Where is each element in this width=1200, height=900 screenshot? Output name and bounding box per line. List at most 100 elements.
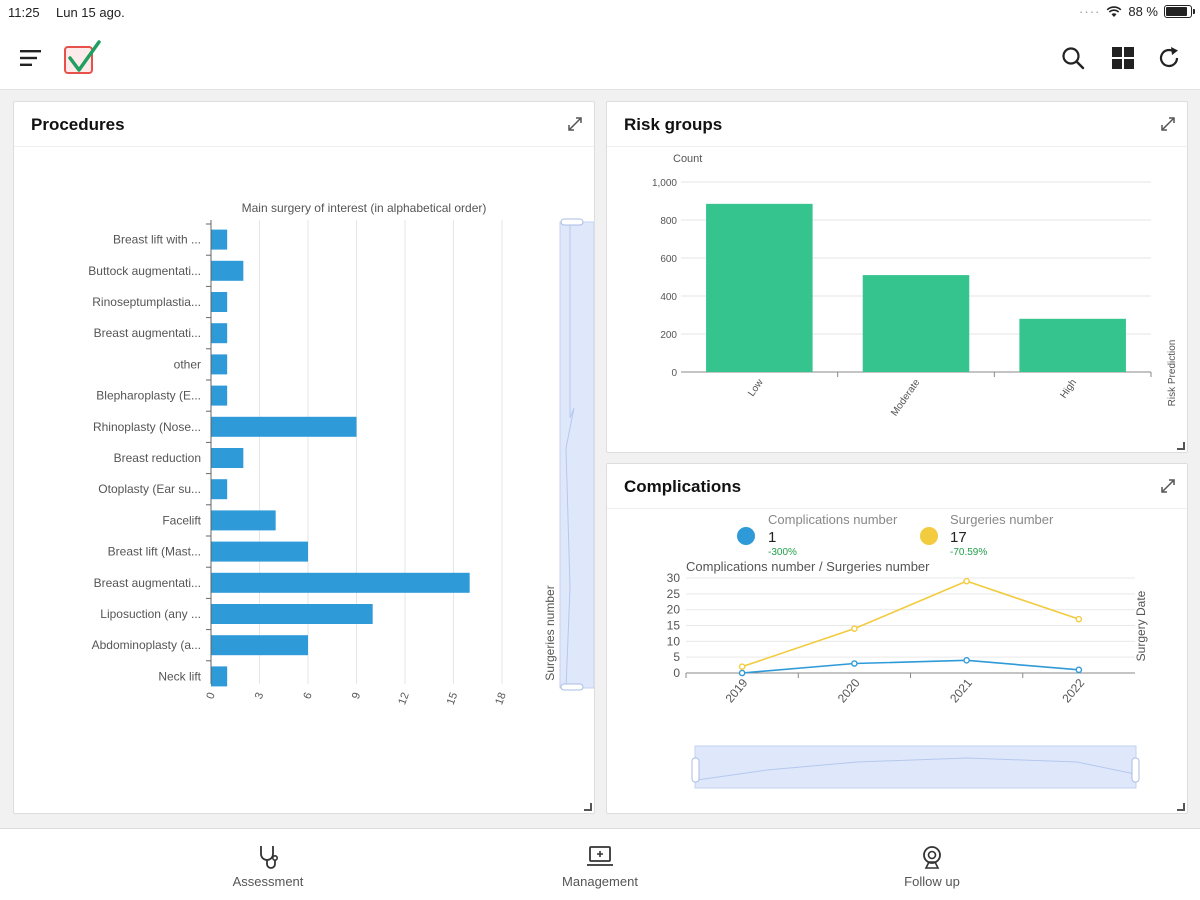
procedure-bar[interactable] <box>211 416 357 437</box>
procedure-bar[interactable] <box>211 510 276 531</box>
tab-assessment-label: Assessment <box>232 874 304 889</box>
procedure-bar[interactable] <box>211 229 228 250</box>
grid-icon[interactable] <box>1109 44 1137 72</box>
y-tick-label: 5 <box>673 650 680 664</box>
data-point[interactable] <box>1075 666 1083 674</box>
tab-management[interactable]: Management <box>520 829 680 900</box>
webcam-icon <box>923 846 941 869</box>
data-point[interactable] <box>738 669 746 677</box>
bottom-tab-bar: Assessment Management Follow up <box>0 828 1200 900</box>
procedure-bar[interactable] <box>211 604 373 624</box>
kpi-surgeries-change: -70.59% <box>950 547 987 558</box>
app-logo-check-icon <box>64 40 101 74</box>
search-icon[interactable] <box>1059 44 1087 72</box>
tab-follow-up-label: Follow up <box>904 874 960 889</box>
risk-groups-card: Risk groups Count 1,000 800 600 400 200 0 Low… <box>606 101 1188 453</box>
status-bar: 11:25 Lun 15 ago. ···· 88 % <box>0 0 1200 26</box>
risk-bar[interactable] <box>862 275 970 372</box>
category-label: Moderate <box>889 377 922 418</box>
x-tick-label: 3 <box>253 691 266 701</box>
procedure-bar[interactable] <box>211 479 228 500</box>
data-point[interactable] <box>851 660 858 667</box>
risk-groups-chart: Count 1,000 800 600 400 200 0 Low Moderate High… <box>652 153 1178 418</box>
category-label: Breast lift with ... <box>113 233 201 247</box>
y-tick-label: 25 <box>667 587 681 601</box>
stethoscope-icon <box>260 846 278 869</box>
procedure-bar[interactable] <box>211 572 470 593</box>
data-point[interactable] <box>738 663 746 670</box>
category-label: Facelift <box>162 513 201 527</box>
x-tick-label: 2020 <box>835 676 863 706</box>
resize-handle[interactable] <box>584 803 592 811</box>
tab-follow-up[interactable]: Follow up <box>852 829 1012 900</box>
complications-chart-title: Complications number / Surgeries number <box>686 559 930 574</box>
resize-handle[interactable] <box>1177 803 1185 811</box>
category-label: Abdominoplasty (a... <box>92 638 201 652</box>
procedures-title: Procedures <box>31 115 125 134</box>
data-point[interactable] <box>963 577 970 585</box>
y-tick-label: 20 <box>667 603 681 617</box>
category-label: other <box>174 357 201 371</box>
category-label: Blepharoplasty (E... <box>96 389 201 403</box>
category-label: Rinoseptumplastia... <box>92 295 201 309</box>
category-label: Otoplasty (Ear su... <box>98 482 201 496</box>
expand-icon[interactable] <box>1159 477 1177 495</box>
category-label: Rhinoplasty (Nose... <box>93 420 201 434</box>
procedure-bar[interactable] <box>211 292 228 312</box>
status-time: 11:25 <box>8 5 40 20</box>
zoom-slider[interactable] <box>559 218 594 691</box>
category-label: Breast augmentati... <box>94 576 201 590</box>
resize-handle[interactable] <box>1177 442 1185 450</box>
procedure-bar[interactable] <box>211 635 308 656</box>
y-tick-label: 200 <box>660 330 677 341</box>
menu-icon[interactable] <box>18 46 44 70</box>
battery-icon <box>1164 5 1195 18</box>
complications-xlabel: Surgery Date <box>1134 590 1148 661</box>
category-label: Breast augmentati... <box>94 326 201 340</box>
data-point[interactable] <box>1075 615 1083 623</box>
y-tick-label: 0 <box>671 368 677 379</box>
data-point[interactable] <box>963 657 970 664</box>
kpi-complications-change: -300% <box>768 547 797 558</box>
app-bar <box>0 26 1200 90</box>
expand-icon[interactable] <box>566 115 584 133</box>
procedure-bar[interactable] <box>211 666 228 687</box>
category-label: Breast lift (Mast... <box>108 545 201 559</box>
y-tick-label: 10 <box>667 634 681 648</box>
procedure-bar[interactable] <box>211 354 228 375</box>
risk-groups-title: Risk groups <box>624 115 723 134</box>
legend-marker-surgeries <box>920 527 938 545</box>
procedures-value-axis-label: Surgeries number <box>543 585 557 680</box>
x-tick-label: 2019 <box>723 676 751 706</box>
category-label: Liposuction (any ... <box>100 607 201 621</box>
procedure-bar[interactable] <box>211 541 308 562</box>
procedure-bar[interactable] <box>211 448 244 468</box>
data-point[interactable] <box>851 625 858 632</box>
risk-ylabel: Count <box>673 153 702 165</box>
procedure-bar[interactable] <box>211 323 228 344</box>
expand-icon[interactable] <box>1159 115 1177 133</box>
tab-management-label: Management <box>562 874 638 889</box>
procedure-bar[interactable] <box>211 385 228 406</box>
x-tick-label: 18 <box>493 691 508 707</box>
status-date: Lun 15 ago. <box>56 5 125 20</box>
refresh-icon[interactable] <box>1155 44 1183 72</box>
x-tick-label: 15 <box>445 691 460 707</box>
kpi-complications-value: 1 <box>768 529 776 546</box>
x-tick-label: 2021 <box>947 676 975 706</box>
risk-bar[interactable] <box>1019 318 1126 372</box>
complications-chart: Complications number 1 -300% Surgeries n… <box>667 512 1148 789</box>
y-tick-label: 1,000 <box>652 178 677 189</box>
procedures-chart-title: Main surgery of interest (in alphabetica… <box>242 201 487 215</box>
zoom-slider[interactable] <box>691 745 1140 789</box>
tab-assessment[interactable]: Assessment <box>188 829 348 900</box>
procedure-bar[interactable] <box>211 260 244 281</box>
y-tick-label: 0 <box>673 666 680 680</box>
kpi-surgeries-name: Surgeries number <box>950 512 1054 527</box>
x-tick-label: 0 <box>204 691 217 701</box>
procedures-card: Procedures Main surgery of interest (in … <box>13 101 595 814</box>
category-label: High <box>1058 377 1079 400</box>
risk-bar[interactable] <box>706 203 813 372</box>
kpi-complications-name: Complications number <box>768 512 898 527</box>
signal-dots-icon: ···· <box>1079 4 1101 19</box>
